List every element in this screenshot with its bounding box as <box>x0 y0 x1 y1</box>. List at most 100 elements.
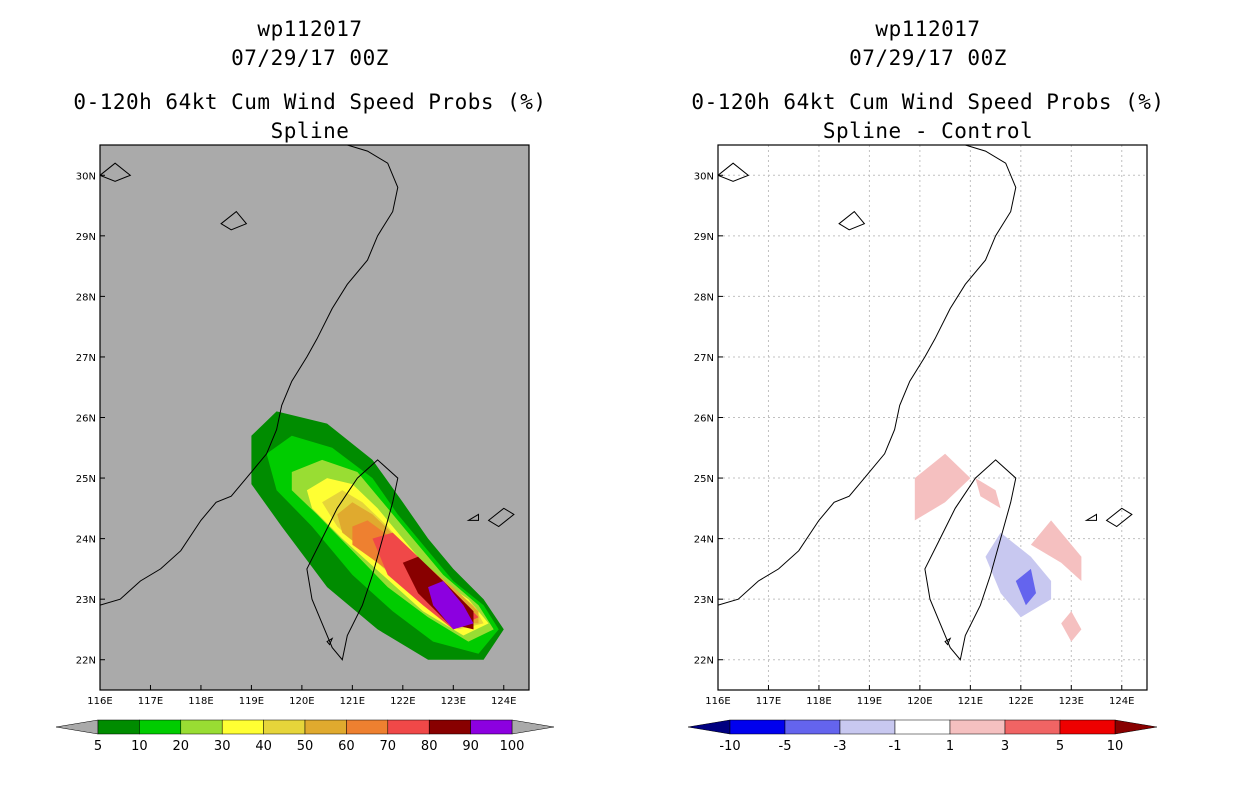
coastline-island <box>1084 513 1097 521</box>
colorbar-label: 10 <box>131 739 148 754</box>
colorbar-label: 1 <box>946 739 954 754</box>
right-chart-subtitle: Spline - Control <box>822 119 1034 143</box>
y-tick-label: 22N <box>76 656 96 667</box>
y-tick-label: 28N <box>694 292 714 303</box>
colorbar-swatch <box>949 719 1006 735</box>
x-tick-label: 118E <box>806 696 831 707</box>
contour--1 <box>985 532 1052 618</box>
contour-1 <box>975 478 1001 509</box>
right-storm-id: wp112017 <box>875 17 981 41</box>
coastline-china <box>718 145 1017 606</box>
plot-area <box>718 145 1147 690</box>
coastline-island <box>487 507 515 528</box>
x-tick-label: 122E <box>390 696 415 707</box>
plot-background <box>718 145 1147 690</box>
x-tick-label: 117E <box>138 696 163 707</box>
y-tick-label: 30N <box>694 171 714 182</box>
colorbar-label: -3 <box>834 739 847 754</box>
colorbar-under-arrow <box>55 719 99 735</box>
x-tick-label: 123E <box>1059 696 1084 707</box>
x-tick-label: 116E <box>87 696 112 707</box>
y-tick-label: 25N <box>694 474 714 485</box>
colorbar-label: 30 <box>214 739 231 754</box>
y-tick-label: 29N <box>76 232 96 243</box>
colorbar-swatch <box>470 719 513 735</box>
left-chart-subtitle: Spline <box>270 119 350 143</box>
right-chart-title: 0-120h 64kt Cum Wind Speed Probs (%) <box>691 90 1165 114</box>
colorbar-swatch <box>839 719 896 735</box>
colorbar-label: 50 <box>297 739 314 754</box>
colorbar-label: 5 <box>1056 739 1064 754</box>
left-chart-title: 0-120h 64kt Cum Wind Speed Probs (%) <box>73 90 547 114</box>
colorbar-label: 20 <box>173 739 190 754</box>
plot-area <box>100 145 515 661</box>
colorbar-label: 90 <box>462 739 479 754</box>
contour--3 <box>1015 568 1036 606</box>
colorbar-over-arrow <box>1114 719 1158 735</box>
coastline-china <box>100 145 399 606</box>
colorbar-swatch <box>221 719 264 735</box>
left-storm-id: wp112017 <box>257 17 363 41</box>
x-tick-label: 123E <box>441 696 466 707</box>
left-datetime: 07/29/17 00Z <box>231 46 389 70</box>
coastline-island <box>466 513 479 521</box>
colorbar-swatch <box>1059 719 1116 735</box>
right-datetime: 07/29/17 00Z <box>849 46 1007 70</box>
contour-1 <box>1030 520 1082 581</box>
colorbar-swatch <box>387 719 430 735</box>
colorbar-swatch <box>1004 719 1061 735</box>
y-tick-label: 24N <box>694 535 714 546</box>
coastline-taiwan <box>924 459 1017 661</box>
coastline-island <box>944 637 952 646</box>
y-tick-label: 22N <box>694 656 714 667</box>
y-tick-label: 23N <box>76 595 96 606</box>
y-tick-label: 27N <box>694 353 714 364</box>
coastline-island <box>838 210 866 231</box>
colorbar: 5 10 20 30 40 50 60 70 80 90 100 <box>55 719 555 754</box>
coastline-island <box>718 162 750 182</box>
x-tick-label: 117E <box>756 696 781 707</box>
x-tick-label: 120E <box>289 696 314 707</box>
colorbar-over-arrow <box>511 719 555 735</box>
coastline-island <box>326 637 334 646</box>
colorbar-swatch <box>428 719 471 735</box>
x-tick-label: 121E <box>340 696 365 707</box>
right-title-block: wp112017 07/29/17 00Z 0-120h 64kt Cum Wi… <box>658 15 1198 146</box>
panel-1: 116E 117E 118E 119E 120E 121E 122E 123E 124E 22N 2… <box>687 144 1158 754</box>
colorbar-label: 5 <box>94 739 102 754</box>
contour-90 <box>428 581 474 630</box>
colorbar-label: 60 <box>338 739 355 754</box>
x-tick-label: 120E <box>907 696 932 707</box>
colorbar-swatch <box>346 719 389 735</box>
y-tick-label: 29N <box>694 232 714 243</box>
y-tick-label: 23N <box>694 595 714 606</box>
x-tick-label: 124E <box>491 696 516 707</box>
colorbar-swatch <box>263 719 306 735</box>
colorbar-label: 40 <box>255 739 272 754</box>
x-tick-label: 119E <box>857 696 882 707</box>
colorbar-label: 100 <box>500 739 525 754</box>
x-tick-label: 122E <box>1008 696 1033 707</box>
coastline-island <box>100 162 132 182</box>
x-tick-label: 124E <box>1109 696 1134 707</box>
colorbar-under-arrow <box>687 719 731 735</box>
contour-1 <box>1061 611 1082 642</box>
colorbar-label: 3 <box>1001 739 1009 754</box>
y-tick-label: 28N <box>76 292 96 303</box>
x-tick-label: 119E <box>239 696 264 707</box>
y-tick-label: 25N <box>76 474 96 485</box>
colorbar-swatch <box>97 719 140 735</box>
colorbar: -10 -5 -3 -1 1 3 5 10 <box>687 719 1158 754</box>
colorbar-swatch <box>180 719 223 735</box>
colorbar-label: -1 <box>889 739 902 754</box>
colorbar-label: 70 <box>380 739 397 754</box>
colorbar-swatch <box>729 719 786 735</box>
left-title-block: wp112017 07/29/17 00Z 0-120h 64kt Cum Wi… <box>40 15 580 146</box>
colorbar-label: -5 <box>779 739 792 754</box>
y-tick-label: 26N <box>76 414 96 425</box>
coastline-island <box>1105 507 1133 528</box>
y-tick-label: 26N <box>694 414 714 425</box>
x-tick-label: 118E <box>188 696 213 707</box>
colorbar-swatch <box>784 719 841 735</box>
